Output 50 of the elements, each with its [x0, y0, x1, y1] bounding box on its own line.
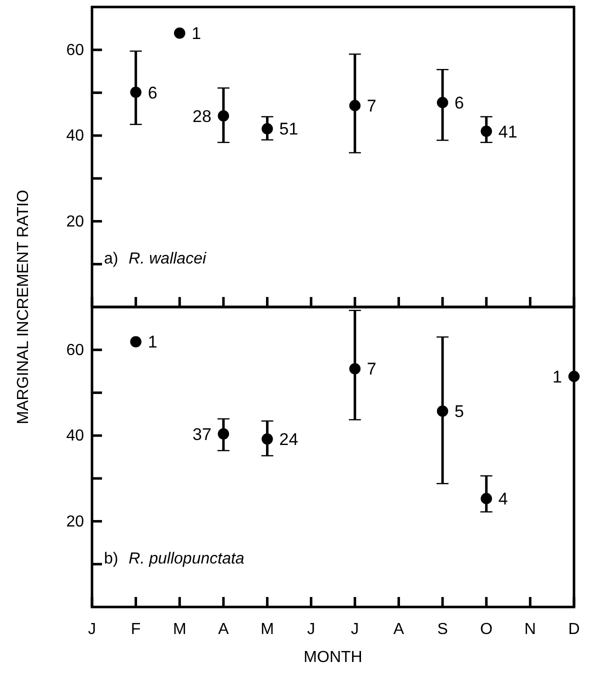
point: [480, 126, 492, 137]
point: [262, 123, 273, 134]
annotation: 24: [279, 430, 298, 449]
x-tick-label: J: [88, 621, 96, 638]
x-axis-title: MONTH: [304, 649, 362, 666]
x-tick-label: F: [130, 621, 141, 638]
annotation: b) R. pullopunctata: [104, 550, 244, 568]
point: [262, 433, 273, 445]
x-tick-label: J: [307, 621, 316, 638]
annotation: 51: [279, 120, 298, 139]
point: [436, 406, 448, 417]
annotation: a) R. wallacei: [104, 250, 206, 268]
point: [174, 28, 186, 39]
y-tick-label: 40: [66, 428, 84, 445]
annotation: 6: [148, 83, 158, 102]
annotation: 28: [192, 106, 212, 126]
x-tick-label: O: [480, 621, 493, 638]
y-tick-label: 20: [66, 213, 84, 230]
point: [130, 86, 142, 98]
annotation: 4: [498, 490, 508, 509]
annotation: 5: [454, 402, 464, 422]
annotation: 1: [148, 332, 158, 352]
point: [568, 370, 580, 382]
x-tick-label: S: [437, 621, 448, 638]
x-tick-label: N: [524, 621, 536, 638]
point: [218, 428, 230, 440]
point: [436, 96, 448, 108]
point: [218, 110, 230, 122]
point: [349, 100, 361, 112]
annotation: 1: [552, 367, 562, 386]
point: [130, 336, 142, 348]
point: [349, 363, 361, 374]
x-tick-label: A: [218, 621, 230, 638]
y-tick-label: 60: [66, 342, 84, 359]
y-tick-label: 40: [66, 128, 84, 145]
annotation: 41: [498, 122, 518, 142]
point: [480, 492, 492, 504]
x-tick-label: D: [568, 621, 580, 638]
x-tick-label: J: [350, 621, 359, 638]
annotation: 6: [454, 94, 464, 113]
annotation: 37: [192, 424, 212, 444]
annotation: 7: [366, 96, 376, 116]
y-axis-title: MARGINAL INCREMENT RATIO: [15, 190, 32, 424]
x-tick-label: A: [393, 621, 404, 638]
annotation: 7: [366, 360, 376, 379]
x-tick-label: M: [260, 621, 274, 638]
y-tick-label: 20: [66, 513, 84, 530]
x-tick-label: M: [172, 621, 186, 638]
annotation: 1: [192, 24, 202, 44]
y-tick-label: 60: [66, 42, 84, 59]
